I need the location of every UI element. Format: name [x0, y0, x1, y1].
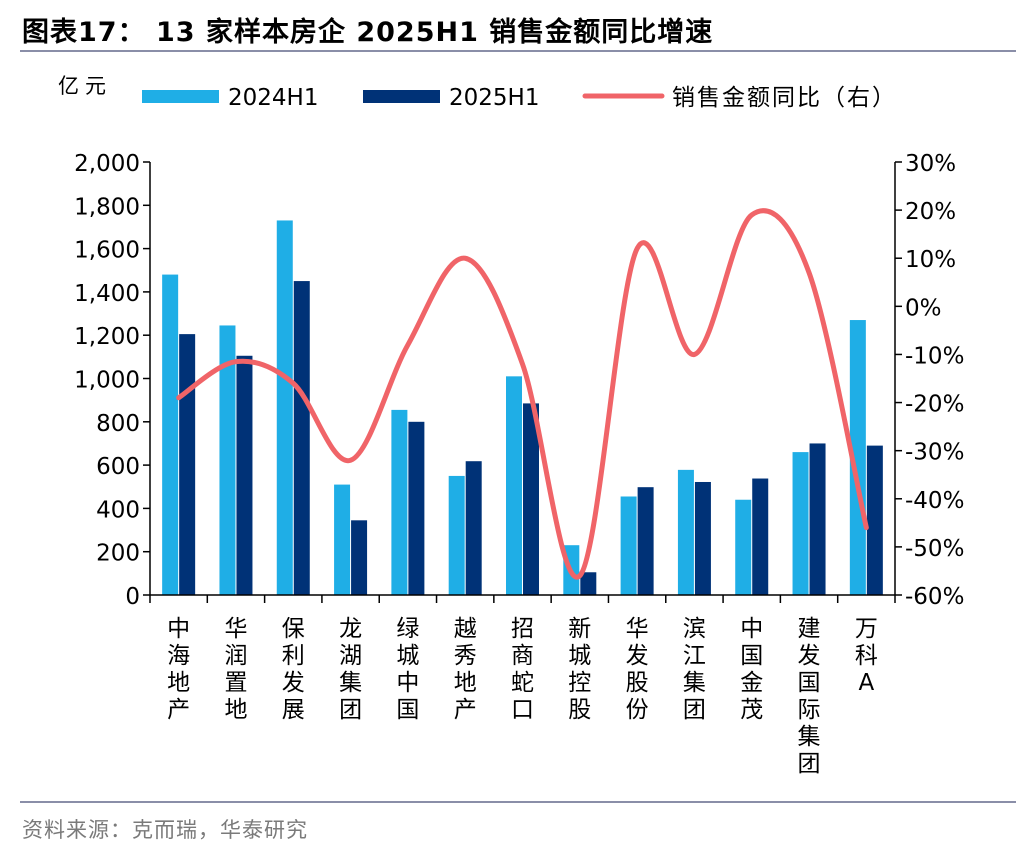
bar-2025h1-0 — [179, 334, 196, 595]
footer-rule — [20, 801, 1016, 803]
right-tick-label-5: -10% — [905, 343, 964, 369]
bar-2024h1-5 — [448, 475, 465, 595]
bar-2024h1-4 — [391, 409, 408, 595]
x-tick-label-0: 中海地产 — [167, 616, 190, 723]
right-tick-label-1: -50% — [905, 536, 964, 562]
source-note: 资料来源：克而瑞，华泰研究 — [22, 818, 308, 842]
left-tick-label-0: 0 — [125, 584, 140, 610]
axes-layer: 0 200 400 600 800 1,000 1,200 1,400 1,600 1,800 2,… — [58, 74, 964, 777]
legend-label-2024h1: 2024H1 — [228, 85, 318, 111]
bar-2025h1-8 — [637, 487, 654, 595]
title-rule — [20, 50, 1016, 52]
bar-2024h1-11 — [792, 452, 809, 595]
x-tick-label-6: 招商蛇口 — [511, 616, 534, 723]
bar-2025h1-10 — [752, 478, 769, 595]
x-tick-label-12: 万科 A — [855, 616, 878, 696]
bar-2024h1-12 — [849, 320, 866, 595]
bar-2025h1-7 — [580, 572, 597, 595]
bar-2025h1-12 — [866, 445, 883, 595]
legend-swatch-2024h1 — [142, 90, 219, 103]
bar-2024h1-2 — [276, 220, 293, 595]
bar-2024h1-6 — [506, 376, 522, 595]
legend-swatch-2025h1 — [363, 90, 440, 103]
bar-2024h1-3 — [334, 484, 351, 595]
legend-label-2025h1: 2025H1 — [449, 85, 539, 111]
left-tick-label-9: 1,800 — [74, 194, 140, 220]
left-tick-label-10: 2,000 — [74, 151, 140, 177]
left-tick-label-7: 1,400 — [74, 281, 140, 307]
left-tick-label-2: 400 — [96, 497, 140, 523]
right-tick-label-6: 0% — [905, 295, 942, 321]
right-tick-label-8: 20% — [905, 199, 956, 225]
yoy-growth-line — [176, 208, 869, 580]
bars-layer — [162, 220, 883, 595]
chart-title: 图表17： 13 家样本房企 2025H1 销售金额同比增速 — [22, 17, 714, 48]
bar-2025h1-4 — [408, 421, 425, 595]
x-tick-label-1: 华润置地 — [224, 616, 247, 723]
right-tick-label-2: -40% — [905, 488, 964, 514]
right-tick-label-4: -20% — [905, 392, 964, 418]
x-tick-label-4: 绿城中国 — [396, 616, 419, 723]
x-tick-label-5: 越秀地产 — [454, 616, 477, 723]
bar-2025h1-3 — [351, 520, 368, 595]
bar-2025h1-11 — [809, 443, 826, 595]
right-tick-label-7: 10% — [905, 247, 956, 273]
x-tick-label-10: 中国金茂 — [740, 616, 763, 723]
legend-label-yoy: 销售金额同比（右） — [672, 85, 897, 111]
bar-2024h1-0 — [162, 274, 179, 595]
x-tick-label-2: 保利发展 — [282, 616, 305, 723]
x-tick-label-7: 新城控股 — [568, 616, 591, 723]
right-tick-label-3: -30% — [905, 440, 964, 466]
bar-2024h1-8 — [620, 496, 637, 595]
left-tick-label-4: 800 — [96, 411, 140, 437]
x-tick-label-11: 建发国际集团 — [798, 616, 821, 777]
y-axis-unit-label: 亿元 — [58, 74, 112, 98]
left-tick-label-6: 1,200 — [74, 324, 140, 350]
bar-2024h1-9 — [677, 469, 694, 595]
right-tick-label-9: 30% — [905, 151, 956, 177]
left-tick-label-8: 1,600 — [74, 238, 140, 264]
left-tick-label-1: 200 — [96, 541, 140, 567]
x-tick-label-3: 龙湖集团 — [339, 616, 362, 723]
x-tick-label-9: 滨江集团 — [683, 616, 706, 723]
bar-2025h1-6 — [523, 403, 539, 595]
bar-2025h1-9 — [694, 481, 711, 595]
legend: 2024H1 2025H1 销售金额同比（右） — [142, 85, 897, 111]
right-tick-label-0: -60% — [905, 584, 964, 610]
left-tick-label-5: 1,000 — [74, 368, 140, 394]
left-tick-label-3: 600 — [96, 454, 140, 480]
bar-2024h1-10 — [735, 499, 752, 595]
bar-2025h1-1 — [236, 355, 253, 595]
x-tick-label-8: 华发股份 — [626, 616, 649, 723]
bar-2025h1-2 — [293, 281, 310, 595]
line-layer — [176, 208, 869, 580]
bar-2024h1-1 — [219, 325, 236, 595]
combo-chart: 0 200 400 600 800 1,000 1,200 1,400 1,600 1,800 2,… — [58, 74, 964, 777]
bar-2025h1-5 — [465, 461, 482, 595]
